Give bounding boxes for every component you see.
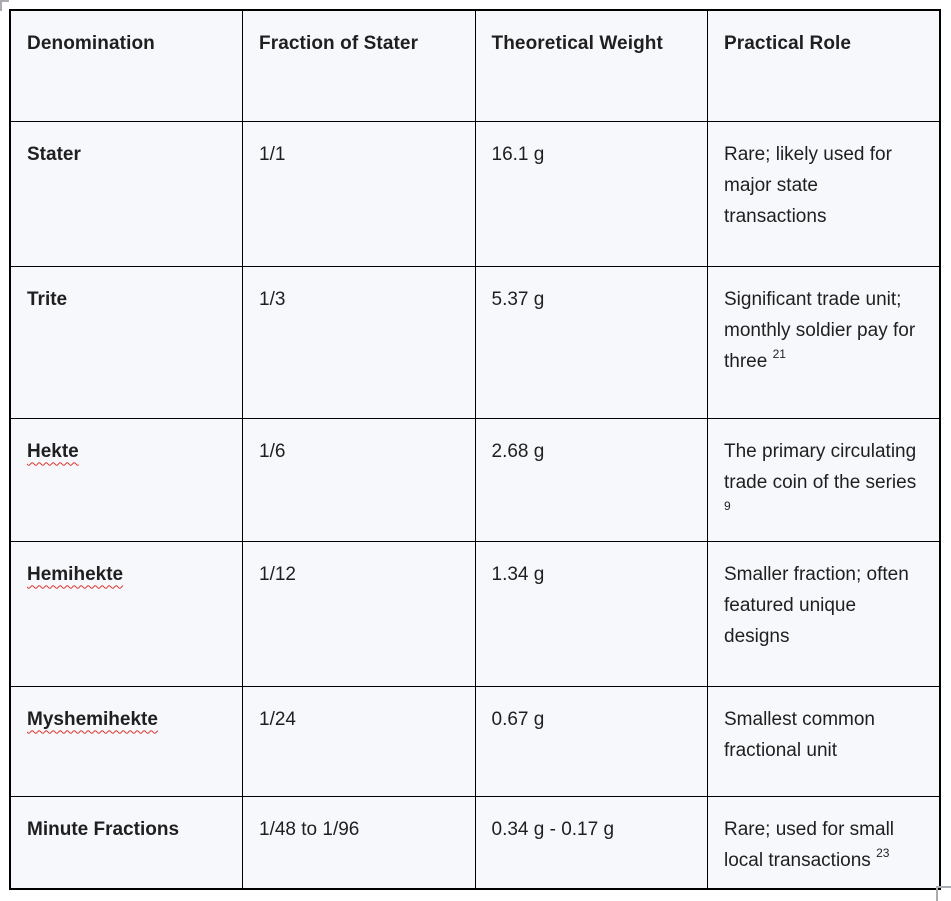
fraction-text: 1/1 [259,143,286,165]
citation-superscript: 9 [724,499,731,514]
role-cell[interactable]: The primary circulating trade coin of th… [707,417,941,542]
role-cell[interactable]: Smaller fraction; often featured unique … [707,540,941,687]
denomination-text: Minute Fractions [27,818,180,840]
weight-text: 1.34 g [491,563,545,585]
fraction-cell[interactable]: 1/1 [242,120,476,267]
denomination-cell[interactable]: Trite [9,265,243,419]
role-text: Rare; likely used for major state transa… [724,143,892,227]
fraction-text: 1/3 [259,288,286,310]
fraction-cell[interactable]: 1/12 [242,540,476,687]
table-row: Stater 1/1 16.1 g Rare; likely used for … [9,120,941,267]
citation-superscript: 21 [772,347,786,362]
table-row: Minute Fractions 1/48 to 1/96 0.34 g - 0… [9,795,941,890]
table-body: Stater 1/1 16.1 g Rare; likely used for … [9,120,941,890]
role-cell[interactable]: Significant trade unit; monthly soldier … [707,265,941,419]
table-row: Hekte 1/6 2.68 g The primary circulating… [9,417,941,542]
denomination-text: Hekte [27,440,79,462]
fraction-cell[interactable]: 1/24 [242,685,476,797]
fraction-cell[interactable]: 1/6 [242,417,476,542]
fraction-cell[interactable]: 1/3 [242,265,476,419]
weight-cell[interactable]: 0.67 g [474,685,708,797]
fraction-text: 1/6 [259,440,286,462]
fraction-cell[interactable]: 1/48 to 1/96 [242,795,476,890]
weight-cell[interactable]: 0.34 g - 0.17 g [474,795,708,890]
denomination-text: Trite [27,288,68,310]
weight-cell[interactable]: 16.1 g [474,120,708,267]
role-text: Smaller fraction; often featured unique … [724,563,909,647]
denomination-cell[interactable]: Minute Fractions [9,795,243,890]
role-cell[interactable]: Rare; used for small local transactions … [707,795,941,890]
fraction-text: 1/24 [259,708,296,730]
fraction-text: 1/12 [259,563,296,585]
table-row: Myshemihekte 1/24 0.67 g Smallest common… [9,685,941,797]
table-header: Denomination Fraction of Stater Theoreti… [9,9,941,122]
column-header-theoretical-weight[interactable]: Theoretical Weight [474,9,708,122]
denomination-cell[interactable]: Hekte [9,417,243,542]
table-row: Hemihekte 1/12 1.34 g Smaller fraction; … [9,540,941,687]
role-text: Significant trade unit; monthly soldier … [724,288,916,372]
role-text: The primary circulating trade coin of th… [724,440,917,493]
weight-text: 2.68 g [491,440,545,462]
citation-superscript: 23 [876,846,890,861]
role-cell[interactable]: Rare; likely used for major state transa… [707,120,941,267]
adjacent-element-corner-top-left [0,0,9,11]
denomination-cell[interactable]: Hemihekte [9,540,243,687]
weight-cell[interactable]: 1.34 g [474,540,708,687]
column-header-denomination[interactable]: Denomination [9,9,243,122]
table-row: Trite 1/3 5.37 g Significant trade unit;… [9,265,941,419]
denomination-cell[interactable]: Stater [9,120,243,267]
role-cell[interactable]: Smallest common fractional unit [707,685,941,797]
fraction-text: 1/48 to 1/96 [259,818,360,840]
weight-text: 0.67 g [491,708,545,730]
role-text: Smallest common fractional unit [724,708,875,761]
denomination-text: Myshemihekte [27,708,158,730]
weight-cell[interactable]: 5.37 g [474,265,708,419]
denomination-text: Hemihekte [27,563,124,585]
denomination-text: Stater [27,143,81,165]
column-header-practical-role[interactable]: Practical Role [707,9,941,122]
header-row: Denomination Fraction of Stater Theoreti… [9,9,941,122]
weight-text: 16.1 g [491,143,545,165]
adjacent-element-corner-bottom-right [936,886,951,901]
column-header-fraction-of-stater[interactable]: Fraction of Stater [242,9,476,122]
weight-cell[interactable]: 2.68 g [474,417,708,542]
weight-text: 0.34 g - 0.17 g [491,818,615,840]
denomination-cell[interactable]: Myshemihekte [9,685,243,797]
denomination-table: Denomination Fraction of Stater Theoreti… [9,9,941,890]
weight-text: 5.37 g [491,288,545,310]
role-text: Rare; used for small local transactions [724,818,895,871]
